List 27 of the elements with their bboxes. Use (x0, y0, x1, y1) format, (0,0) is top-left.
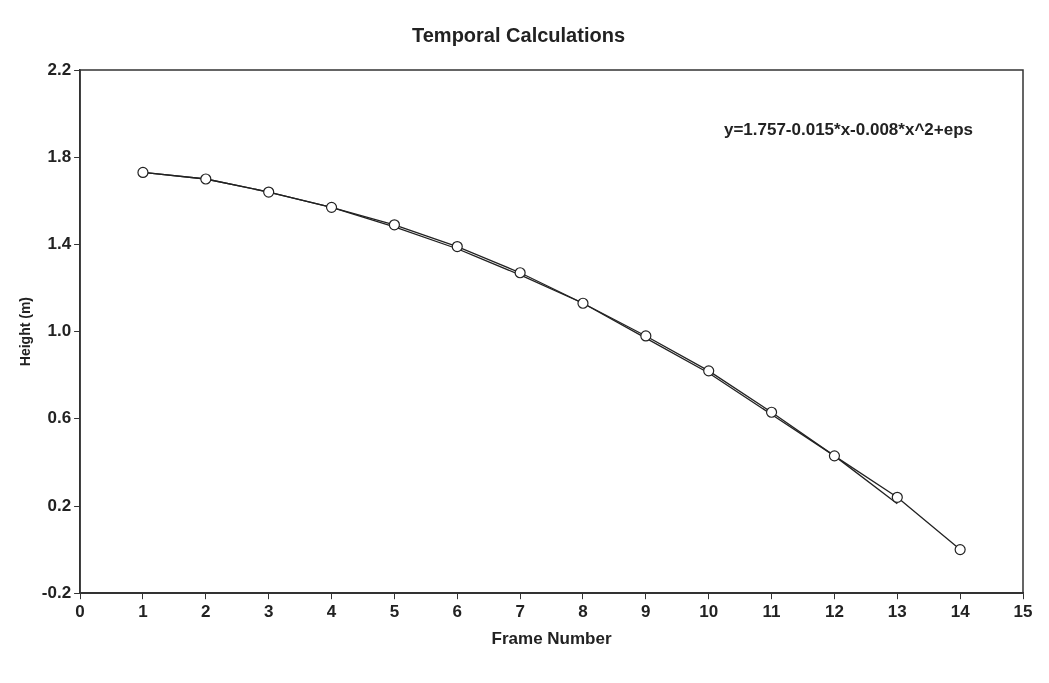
x-tick-label: 7 (515, 602, 525, 622)
y-tick-label: 2.2 (47, 59, 72, 79)
x-tick-label: 14 (950, 602, 971, 622)
x-tick-label: 1 (138, 602, 148, 622)
x-tick-label: 5 (389, 602, 400, 622)
x-tick-label: 12 (824, 602, 844, 622)
y-tick-label: -0.2 (41, 582, 72, 602)
x-tick-label: 10 (699, 602, 719, 622)
y-tick-label: 1.0 (47, 321, 72, 341)
x-tick-label: 11 (762, 602, 781, 622)
chart-title: Temporal Calculations (411, 23, 626, 46)
x-tick-label: 3 (263, 602, 274, 622)
x-tick-label: 2 (201, 602, 211, 622)
x-tick-label: 0 (75, 602, 85, 622)
y-tick-label: 0.2 (47, 495, 72, 515)
y-axis-title: Height (m) (17, 296, 34, 367)
x-tick-label: 4 (326, 602, 337, 622)
x-tick-label: 9 (641, 602, 651, 622)
x-tick-label: 8 (578, 602, 588, 622)
annotation: y=1.757-0.015*x-0.008*x^2+eps (723, 119, 973, 139)
y-tick-label: 0.6 (47, 408, 72, 428)
x-axis-title: Frame Number (491, 629, 612, 649)
x-tick-label: 15 (1013, 602, 1033, 622)
x-tick-label: 6 (452, 602, 462, 622)
y-tick-label: 1.8 (47, 146, 72, 166)
y-tick-label: 1.4 (47, 234, 72, 254)
x-tick-label: 13 (887, 602, 907, 622)
